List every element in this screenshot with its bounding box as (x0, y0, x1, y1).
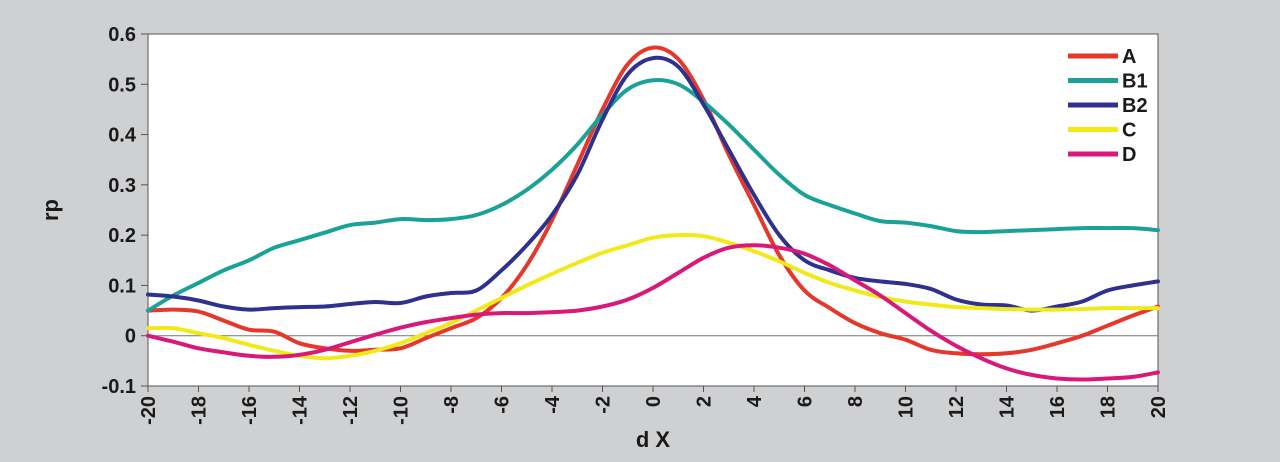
y-axis-title: rp (38, 199, 63, 221)
x-tick-label: 20 (1148, 396, 1170, 418)
series-line-a (146, 45, 1160, 357)
x-axis-title: d X (636, 427, 671, 452)
x-tick-label: 16 (1047, 396, 1069, 418)
x-tick-label: -20 (138, 396, 160, 425)
series-line-b2 (146, 55, 1160, 313)
legend-label-b2: B2 (1122, 95, 1148, 117)
x-tick-label: -8 (441, 396, 463, 414)
x-tick-label: 4 (744, 395, 766, 407)
y-tick-label: 0.3 (108, 175, 136, 197)
series-line-b1 (146, 78, 1160, 313)
x-tick-label: 18 (1098, 396, 1120, 418)
y-tick-label: 0.1 (108, 275, 136, 297)
x-tick-label: -6 (492, 396, 514, 414)
legend-label-d: D (1122, 144, 1136, 166)
x-tick-label: 14 (997, 395, 1019, 418)
x-tick-label: -18 (189, 396, 211, 425)
x-tick-label: -4 (542, 395, 564, 414)
x-tick-label: 2 (694, 396, 716, 407)
y-tick-label: 0.6 (108, 24, 136, 46)
x-tick-label: 8 (845, 396, 867, 407)
x-tick-label: 12 (946, 396, 968, 418)
y-axis: -0.1 0 0.1 0.2 0.3 0.4 0.5 0.6 (102, 24, 148, 398)
legend-label-c: C (1122, 120, 1136, 142)
x-tick-label: -16 (239, 396, 261, 425)
legend-label-b1: B1 (1122, 71, 1148, 93)
y-tick-label: 0.2 (108, 225, 136, 247)
legend-label-a: A (1122, 46, 1136, 68)
x-tick-label: -10 (391, 396, 413, 425)
x-tick-label: 10 (896, 396, 918, 418)
x-tick-label: -12 (340, 396, 362, 425)
series-line-d (146, 243, 1160, 382)
y-tick-label: 0 (125, 326, 136, 348)
y-tick-label: 0.4 (108, 125, 137, 147)
plot-area (147, 33, 1159, 387)
x-tick-label: -2 (593, 396, 615, 414)
x-tick-label: -14 (290, 395, 312, 425)
x-tick-label: 6 (795, 396, 817, 407)
series-lines (146, 45, 1160, 382)
x-axis: -20 -18 -16 -14 -12 -10 -8 -6 -4 -2 0 2 4 6 8 10 12 14 16 1… (138, 335, 1170, 425)
y-tick-label: -0.1 (102, 376, 136, 398)
series-line-c (146, 233, 1160, 361)
y-tick-label: 0.5 (108, 74, 136, 96)
x-tick-label: 0 (643, 396, 665, 407)
